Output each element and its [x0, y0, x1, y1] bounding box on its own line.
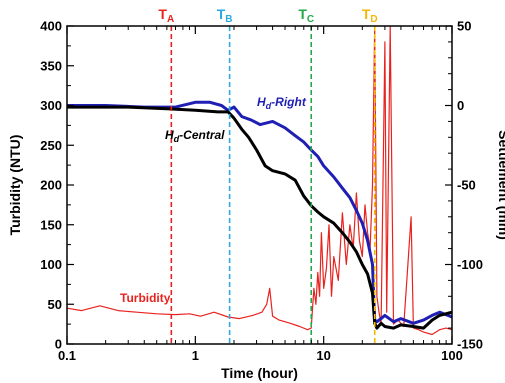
- event-marker-label: TC: [298, 6, 314, 25]
- label-layer: Time (hour) Turbidity (NTU) Settlement (mm…: [7, 6, 505, 381]
- y-left-axis-title: Turbidity (NTU): [7, 135, 23, 236]
- hd-right-label-sub: d: [266, 101, 272, 111]
- event-marker-sub: C: [307, 14, 314, 25]
- y-left-tick-label: 200: [40, 178, 62, 193]
- event-marker-label: TA: [158, 6, 174, 25]
- event-marker-sub: A: [167, 14, 174, 25]
- hd-central-label-rest: -Central: [179, 128, 225, 142]
- hd-right-series-label: Hd-Right: [257, 95, 307, 111]
- hd-central-label-main: H: [165, 128, 174, 142]
- series-line-turbidity: [67, 26, 452, 336]
- y-left-tick-label: 350: [40, 58, 62, 73]
- x-tick-label: 0.1: [58, 348, 76, 363]
- x-tick-label: 10: [316, 348, 330, 363]
- turbidity-series-label: Turbidity: [120, 291, 171, 305]
- y-left-tick-label: 50: [48, 297, 62, 312]
- y-right-tick-label: 0: [457, 98, 464, 113]
- y-right-tick-label: -50: [457, 178, 476, 193]
- event-marker-main: T: [362, 6, 371, 22]
- y-left-tick-label: 400: [40, 19, 62, 34]
- event-marker-sub: D: [370, 14, 377, 25]
- event-marker-main: T: [158, 6, 167, 22]
- y-right-tick-label: -150: [457, 337, 483, 352]
- hd-central-label-sub: d: [174, 134, 180, 144]
- x-tick-label: 100: [441, 348, 463, 363]
- event-marker-main: T: [217, 6, 226, 22]
- hd-right-label-rest: -Right: [271, 95, 307, 109]
- y-left-tick-label: 150: [40, 217, 62, 232]
- marker-layer: [170, 26, 376, 344]
- x-tick-label: 1: [192, 348, 199, 363]
- event-marker-main: T: [298, 6, 307, 22]
- event-marker-label: TD: [362, 6, 378, 25]
- series-line-hd-central: [67, 105, 452, 330]
- series-line-hd-right: [67, 100, 452, 325]
- hd-right-label-main: H: [257, 95, 266, 109]
- series-layer: [67, 26, 452, 336]
- y-left-tick-label: 0: [55, 337, 62, 352]
- y-right-tick-label: -100: [457, 257, 483, 272]
- x-axis-title: Time (hour): [221, 365, 298, 381]
- event-marker-label: TB: [217, 6, 233, 25]
- hd-central-series-label: Hd-Central: [165, 128, 225, 144]
- y-left-tick-label: 250: [40, 138, 62, 153]
- y-left-tick-label: 100: [40, 257, 62, 272]
- axis-layer: 0.1 1 10 100 0 50 100 150 200 250 300 350 400 -150 -10…: [40, 19, 483, 364]
- y-right-axis-title: Settlement (mm): [496, 130, 505, 240]
- event-marker-sub: B: [225, 14, 232, 25]
- y-left-tick-label: 300: [40, 98, 62, 113]
- y-right-tick-label: 50: [457, 19, 471, 34]
